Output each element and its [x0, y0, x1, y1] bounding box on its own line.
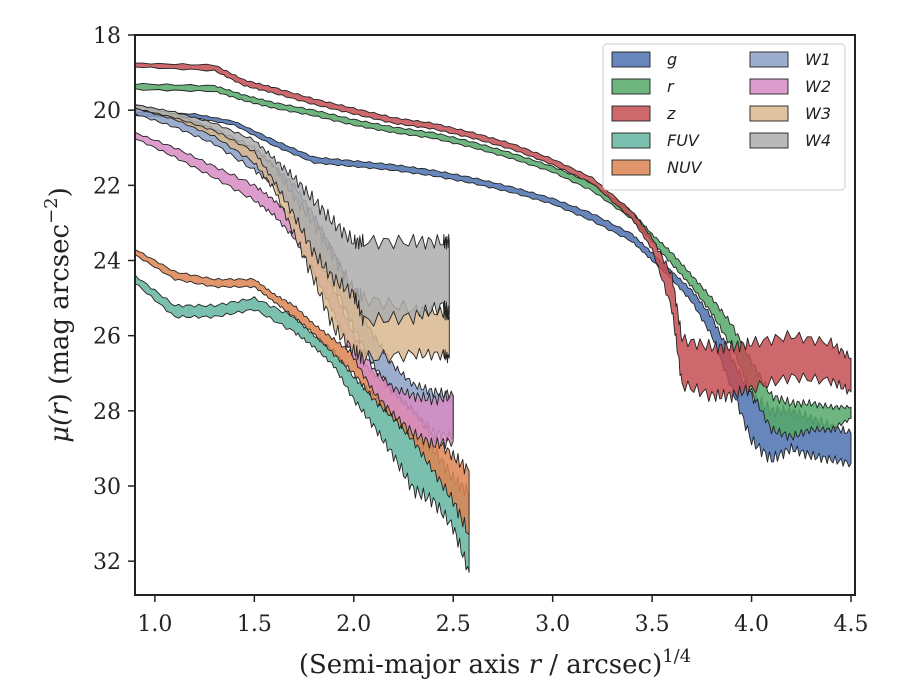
area-z: [134, 62, 852, 404]
y-tick-label: 28: [93, 400, 121, 425]
y-tick-label: 22: [93, 174, 121, 199]
area-w4: [134, 104, 450, 327]
y-axis: 18 20 22 24 26 28 30 32: [93, 24, 135, 575]
y-tick-label: 26: [93, 325, 121, 350]
plot-frame: [134, 34, 856, 596]
y-tick-label: 24: [93, 250, 121, 275]
x-tick-label: 3.0: [535, 612, 570, 637]
x-tick-label: 4.5: [834, 612, 869, 637]
area-r: [134, 82, 852, 441]
x-tick-label: 4.0: [734, 612, 769, 637]
legend-label-g: g: [667, 50, 677, 69]
legend-swatch-w2: [749, 78, 789, 95]
legend-label-w4: W4: [805, 131, 831, 150]
series-areas: [134, 62, 852, 573]
x-tick-label: 1.0: [137, 612, 172, 637]
legend-label-r: r: [667, 77, 675, 96]
legend-swatch-z: [611, 105, 651, 122]
y-tick-label: 18: [93, 24, 121, 49]
y-tick-label: 20: [93, 99, 121, 124]
x-axis: 1.0 1.5 2.0 2.5 3.0 3.5 4.0 4.5: [137, 595, 869, 637]
x-tick-label: 2.0: [336, 612, 371, 637]
legend-label-w3: W3: [805, 104, 831, 123]
legend: grz FUV NUV W1 W2 W3 W4: [602, 43, 846, 191]
x-tick-label: 2.5: [436, 612, 471, 637]
area-g: [134, 111, 852, 468]
area-nuv: [134, 249, 470, 536]
legend-label-fuv: FUV: [667, 131, 700, 150]
legend-swatch-nuv: [611, 159, 651, 176]
legend-swatch-w1: [749, 51, 789, 68]
legend-swatch-g: [611, 51, 651, 68]
legend-label-w1: W1: [805, 50, 831, 69]
legend-swatch-fuv: [611, 132, 651, 149]
y-tick-label: 32: [93, 550, 121, 575]
legend-swatch-r: [611, 78, 651, 95]
legend-label-z: z: [666, 104, 676, 123]
legend-label-nuv: NUV: [667, 158, 703, 177]
legend-swatch-w4: [749, 132, 789, 149]
y-tick-label: 30: [93, 475, 121, 500]
y-axis-label: μ(r) (mag arcsec−2): [41, 187, 75, 443]
legend-label-w2: W2: [805, 77, 831, 96]
legend-swatch-w3: [749, 105, 789, 122]
x-tick-label: 3.5: [635, 612, 670, 637]
x-axis-label: (Semi-major axis r / arcsec)1/4: [299, 646, 691, 680]
x-tick-label: 1.5: [237, 612, 272, 637]
